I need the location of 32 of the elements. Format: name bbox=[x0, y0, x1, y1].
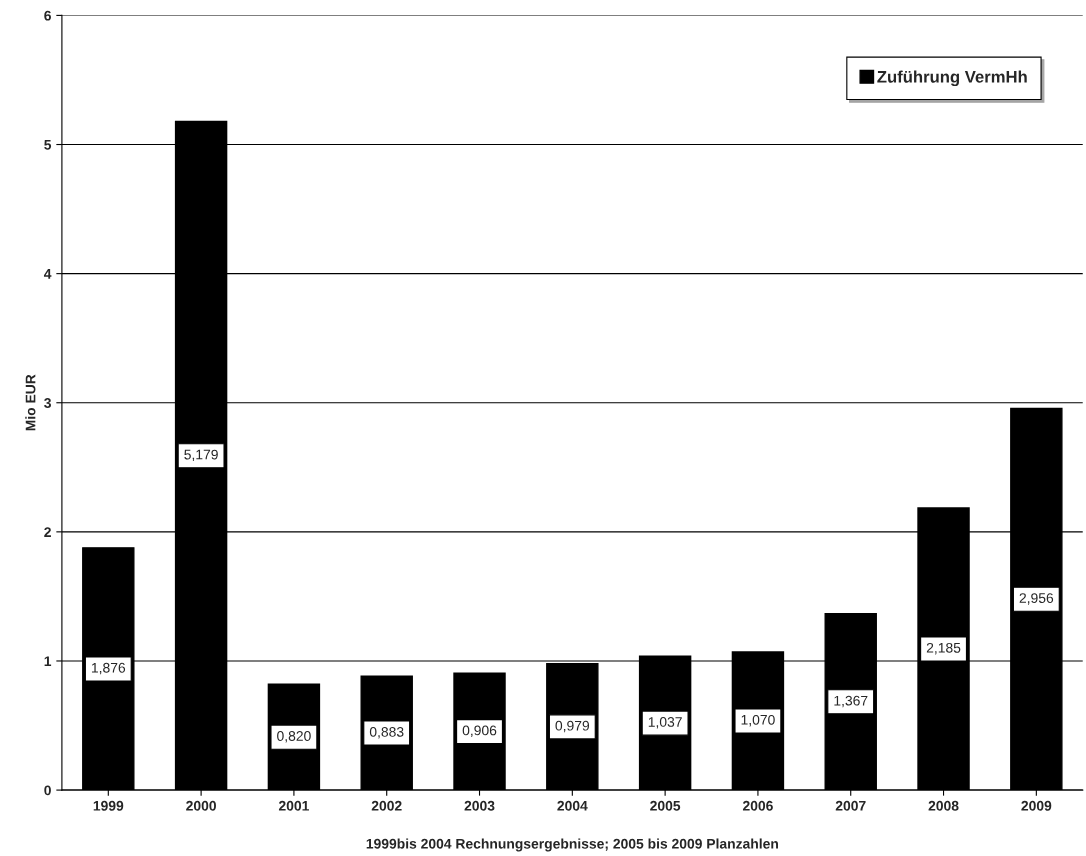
y-tick-label: 6 bbox=[44, 10, 51, 21]
data-label: 5,179 bbox=[184, 449, 218, 462]
x-tick-label: 2000 bbox=[186, 800, 216, 811]
data-label: 0,883 bbox=[369, 726, 404, 739]
y-tick-label: 0 bbox=[44, 785, 51, 796]
x-axis-title: 1999bis 2004 Rechnungsergebnisse; 2005 bis 2009 Planzahlen bbox=[366, 838, 778, 852]
x-tick-label: 2007 bbox=[835, 800, 866, 811]
x-tick-label: 2005 bbox=[650, 800, 681, 811]
data-label: 1,876 bbox=[91, 662, 126, 675]
data-label: 0,820 bbox=[277, 731, 311, 743]
data-label: 2,185 bbox=[926, 642, 961, 655]
y-tick-label: 5 bbox=[44, 140, 52, 150]
data-label: 1,037 bbox=[648, 717, 682, 729]
y-tick-label: 1 bbox=[44, 656, 52, 667]
legend-label: Zuführung VermHh bbox=[877, 70, 1027, 87]
x-tick-label: 2003 bbox=[464, 800, 495, 811]
x-tick-label: 2008 bbox=[928, 800, 959, 811]
data-label: 0,979 bbox=[555, 720, 590, 733]
x-tick-label: 2002 bbox=[371, 800, 402, 811]
y-tick-label: 3 bbox=[44, 398, 51, 408]
data-label: 2,956 bbox=[1019, 593, 1054, 605]
x-tick-label: 2001 bbox=[278, 800, 309, 811]
data-label: 1,070 bbox=[741, 714, 775, 727]
x-tick-label: 2009 bbox=[1021, 800, 1052, 811]
x-tick-label: 1999 bbox=[93, 800, 124, 811]
x-tick-label: 2004 bbox=[557, 800, 588, 811]
data-label: 0,906 bbox=[462, 725, 497, 737]
x-tick-label: 2006 bbox=[742, 800, 773, 811]
y-tick-label: 2 bbox=[44, 527, 51, 537]
y-tick-label: 4 bbox=[43, 269, 52, 279]
y-axis-title: Mio EUR bbox=[25, 374, 36, 431]
data-label: 1,367 bbox=[834, 695, 868, 708]
